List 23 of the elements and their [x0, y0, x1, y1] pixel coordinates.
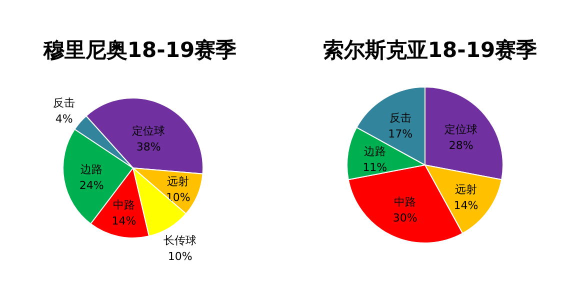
- chart-title: 穆里尼奥18-19赛季: [42, 38, 237, 62]
- slice-label: 边路: [364, 145, 386, 158]
- slice-label: 定位球: [444, 123, 478, 136]
- data-label: 11%: [362, 161, 388, 174]
- data-label: 30%: [392, 211, 418, 224]
- data-label: 10%: [168, 250, 192, 263]
- data-label: 24%: [79, 179, 104, 192]
- slice-label: 反击: [389, 111, 412, 124]
- data-label: 28%: [448, 139, 474, 152]
- data-label: 4%: [55, 112, 73, 126]
- data-label: 38%: [136, 140, 161, 154]
- chart-title: 索尔斯克亚18-19赛季: [322, 38, 538, 62]
- data-label: 14%: [112, 214, 136, 228]
- slice-label: 远射: [455, 182, 478, 196]
- slice-label: 远射: [167, 174, 190, 188]
- slice-label: 定位球: [132, 124, 166, 138]
- slice-label: 中路: [112, 198, 135, 212]
- slice-label: 反击: [53, 96, 76, 110]
- slice-label: 长传球: [164, 234, 197, 247]
- data-label: 17%: [388, 127, 413, 140]
- data-label: 14%: [454, 198, 478, 212]
- slice-label: 中路: [394, 195, 416, 208]
- slice-label: 边路: [80, 163, 103, 176]
